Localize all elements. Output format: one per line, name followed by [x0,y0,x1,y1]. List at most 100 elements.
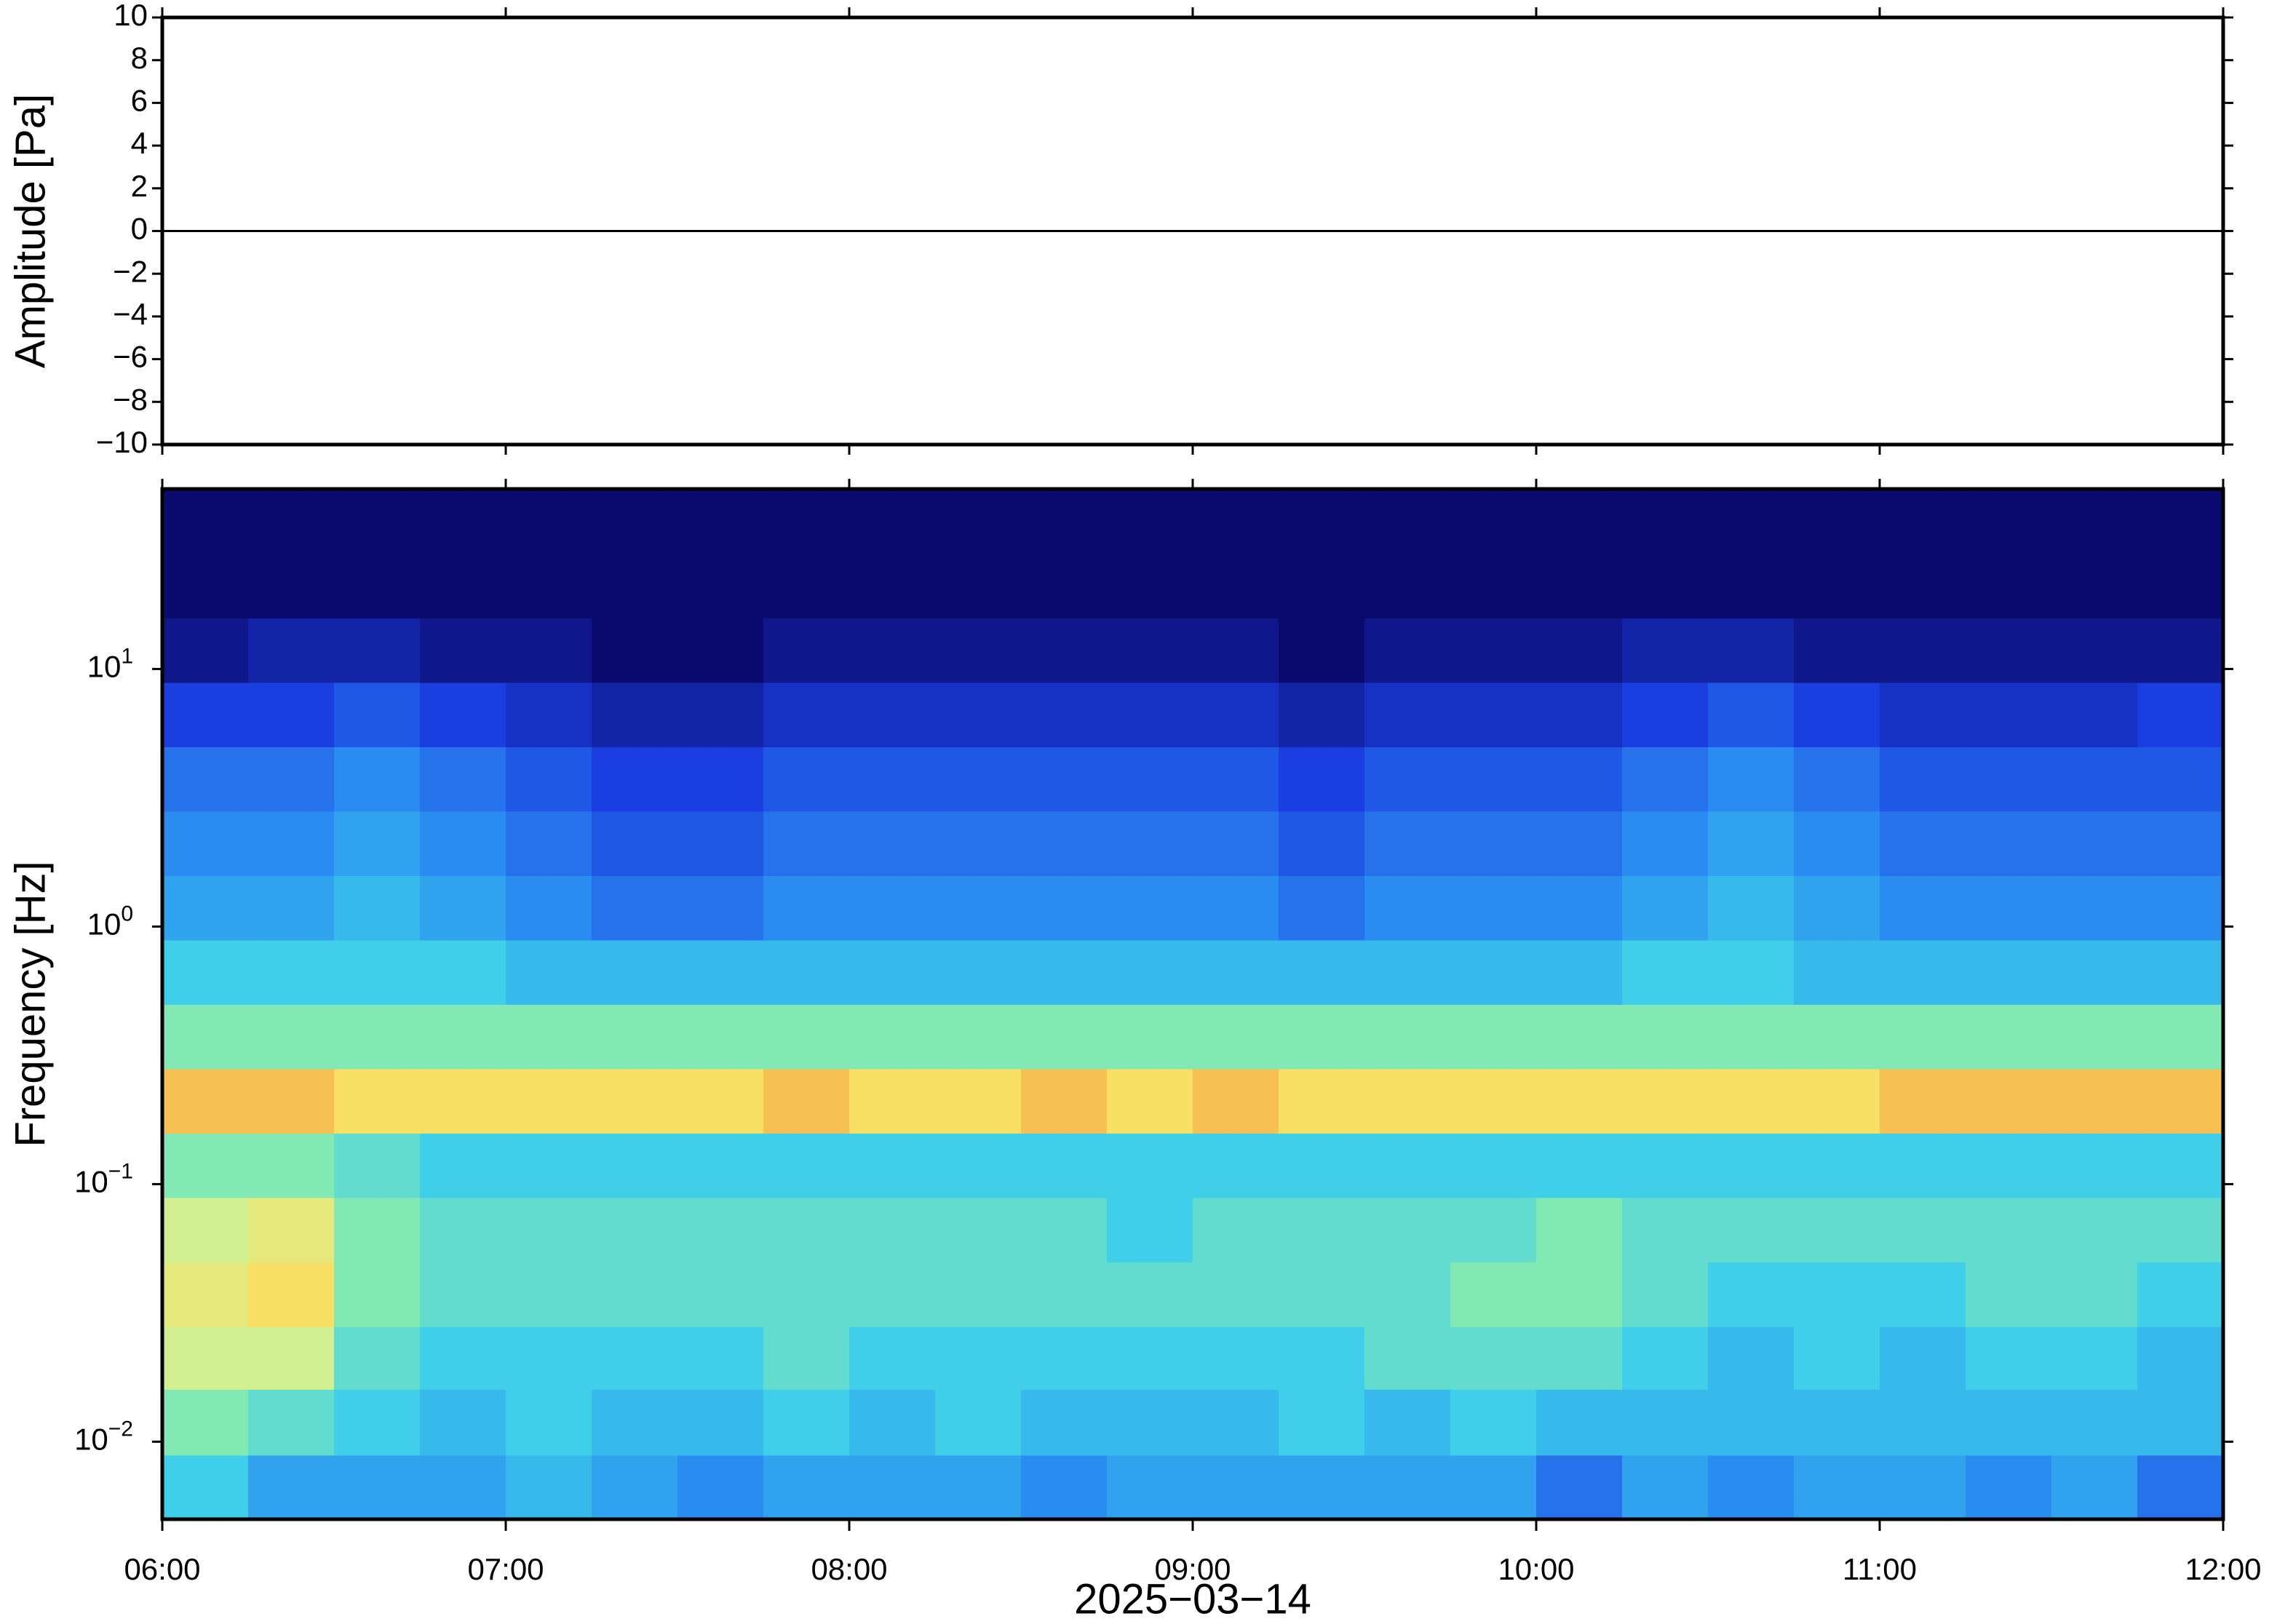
heat-cell [1880,1262,1966,1328]
heat-cell [763,1389,850,1456]
heat-cell [592,1262,678,1328]
heat-cell [1364,553,1451,619]
heat-cell [506,1133,592,1198]
heat-cell [2137,1133,2224,1198]
heat-cell [677,1454,764,1520]
heat-cell [849,1454,936,1520]
heat-cell [506,1197,592,1262]
heat-cell [1622,553,1709,619]
heat-cell [677,618,764,683]
heat-cell [334,553,421,619]
x-tick-label: 06:00 [124,1552,200,1586]
heat-cell [2051,1133,2138,1198]
heat-cell [592,1133,678,1198]
y-tick-exponent: −1 [108,1159,133,1183]
heat-cell [2137,747,2224,812]
heat-cell [506,875,592,941]
heat-cell [763,1197,850,1262]
heat-cell [248,1004,335,1070]
heat-cell [1622,1389,1709,1456]
heat-cell [2051,1197,2138,1262]
heat-cell [935,747,1022,812]
y-tick-base: 10 [87,907,122,942]
heat-cell [1794,553,1880,619]
heat-cell [506,1454,592,1520]
heat-cell [1279,1197,1365,1262]
heat-cell [1708,682,1795,747]
heat-cell [1794,939,1880,1005]
heat-cell [1450,1326,1537,1390]
heat-cell [1794,811,1880,877]
heat-cell [162,1133,249,1198]
heat-cell [2051,682,2138,747]
heat-cell [1708,811,1795,877]
heat-cell [849,553,936,619]
heat-cell [1966,1262,2052,1328]
heat-cell [1107,1004,1193,1070]
heat-cell [1966,1197,2052,1262]
heat-cell [1880,682,1966,747]
heat-cell [592,1004,678,1070]
heat-cell [1450,1454,1537,1520]
heat-cell [1536,1197,1623,1262]
x-tick-label: 10:00 [1498,1552,1574,1586]
heat-cell [1536,682,1623,747]
heat-cell [849,811,936,877]
heat-cell [1966,682,2052,747]
heat-cell [1279,1454,1365,1520]
heat-cell [935,1389,1022,1456]
heat-cell [1708,1262,1795,1328]
heat-cell [334,811,421,877]
heat-cell [1107,747,1193,812]
heat-cell [1966,1389,2052,1456]
heat-cell [2137,489,2224,554]
heat-cell [1107,1262,1193,1328]
heat-cell [677,1068,764,1134]
heat-cell [2137,1389,2224,1456]
heat-cell [420,682,506,747]
heat-cell [1966,747,2052,812]
heat-cell [334,939,421,1005]
heat-cell [248,1068,335,1134]
heat-cell [1622,1068,1709,1134]
heat-cell [1536,747,1623,812]
heat-cell [2137,1262,2224,1328]
heat-cell [849,489,936,554]
heat-cell [1279,1133,1365,1198]
heat-cell [1021,1004,1108,1070]
heat-cell [592,1454,678,1520]
heat-cell [763,811,850,877]
heat-cell [1021,489,1108,554]
y-tick-label: 10−1 [74,1159,133,1198]
heat-cell [248,682,335,747]
heat-cell [420,1262,506,1328]
heat-cell [2137,682,2224,747]
heat-cell [1364,811,1451,877]
heat-cell [506,1004,592,1070]
heat-cell [1193,1389,1279,1456]
heat-cell [2137,1197,2224,1262]
heat-cell [2051,1068,2138,1134]
heat-cell [935,1133,1022,1198]
heat-cell [248,1326,335,1390]
heat-cell [162,489,249,554]
heat-cell [1364,1068,1451,1134]
heat-cell [592,811,678,877]
heat-cell [1880,1197,1966,1262]
heat-cell [1536,553,1623,619]
heat-cell [2051,939,2138,1005]
heat-cell [420,1326,506,1390]
heat-cell [162,1262,249,1328]
heat-cell [1966,1454,2052,1520]
heat-cell [1364,939,1451,1005]
heat-cell [763,747,850,812]
heat-cell [334,618,421,683]
heat-cell [849,939,936,1005]
heat-cell [677,682,764,747]
heat-cell [849,1068,936,1134]
heat-cell [1794,875,1880,941]
x-axis-label: 2025−03−14 [1074,1575,1311,1623]
spectrogram [162,489,2224,1520]
heat-cell [1450,618,1537,683]
